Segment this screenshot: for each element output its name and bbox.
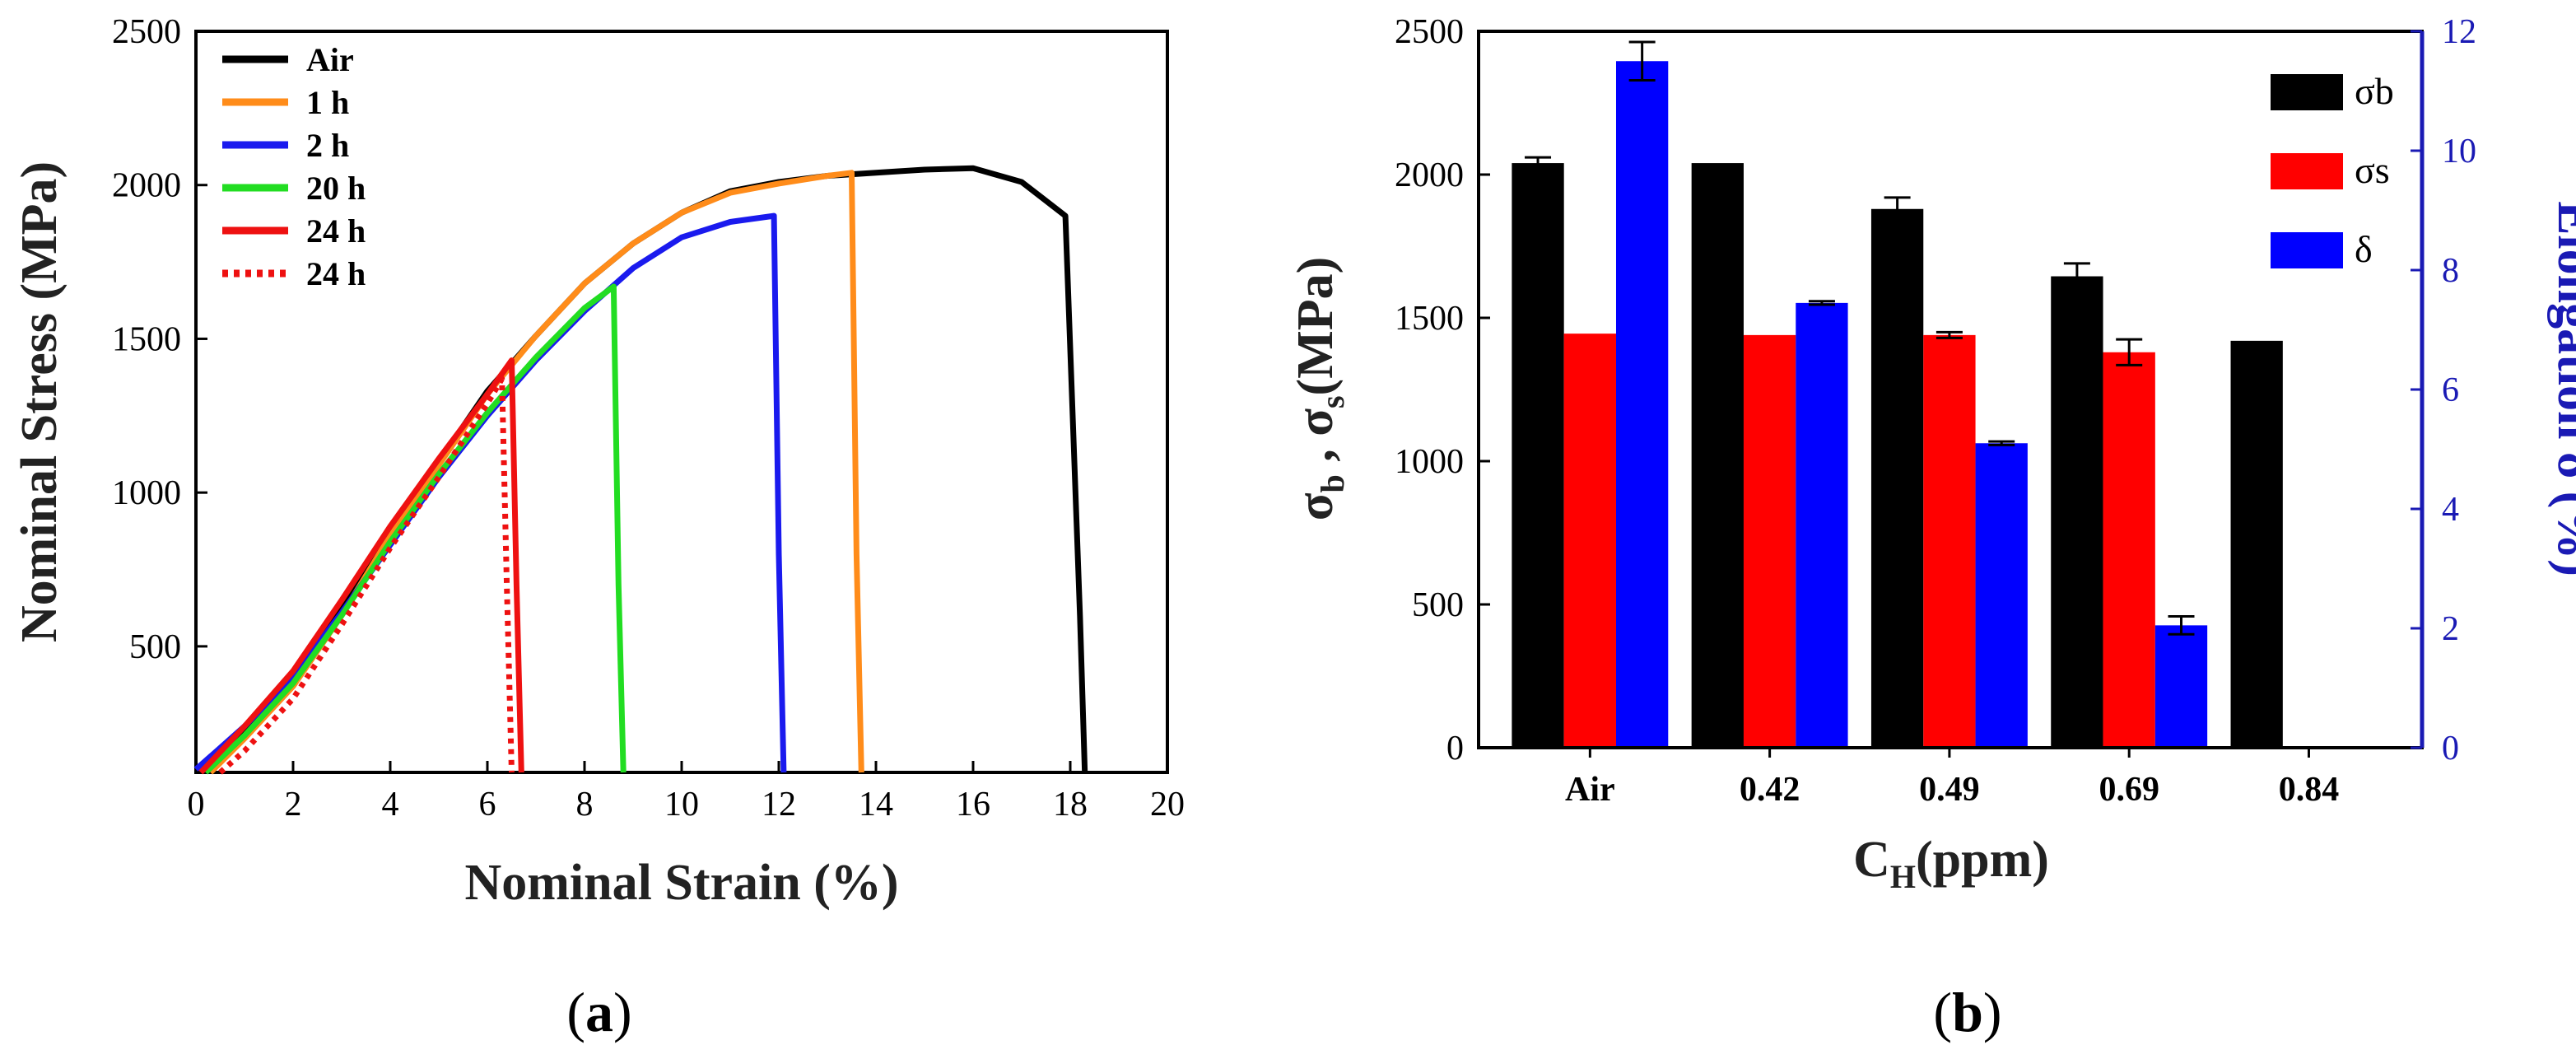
panel-b-bar <box>2230 340 2283 748</box>
panel-a-legend-label: 2 h <box>306 127 349 164</box>
panel-b-label-open: ( <box>1933 981 1952 1043</box>
panel-a-y-tick-label: 500 <box>129 628 181 666</box>
panel-a-x-tick-label: 12 <box>762 786 796 823</box>
panel-b-bar <box>1691 163 1744 748</box>
panel-a-label: (a) <box>566 981 631 1043</box>
panel-a-x-tick-label: 8 <box>576 786 594 823</box>
panel-a-legend-label: Air <box>306 41 354 78</box>
panel-b-legend-swatch <box>2271 232 2343 268</box>
panel-b-category-label: 0.69 <box>2099 771 2159 809</box>
panel-b-left-tick-label: 0 <box>1446 730 1464 767</box>
panel-a-y-tick-label: 1500 <box>112 320 181 358</box>
panel-b-label-close: ) <box>1983 981 2002 1043</box>
panel-b-y-label-sub-b: b <box>1314 474 1351 492</box>
panel-b-left-tick-label: 500 <box>1412 586 1464 624</box>
panel-a-legend-label: 24 h <box>306 255 366 292</box>
panel-b-bar <box>1870 208 1924 748</box>
panel-a-x-ticks: 0 2 4 6 8 10 12 14 16 18 20 <box>188 761 1185 823</box>
panel-b-right-tick-label: 10 <box>2442 133 2476 170</box>
panel-b-category-label: 0.49 <box>1919 771 1980 809</box>
panel-a-series-line-4 <box>198 357 524 775</box>
panel-b-category-label: 0.84 <box>2279 771 2340 809</box>
panel-b-y-label-sigma-b: σ <box>1288 492 1344 520</box>
panel-a-series <box>193 165 1088 775</box>
panel-b-bar <box>2154 625 2208 748</box>
panel-a-label-close: ) <box>613 981 632 1043</box>
panel-b-y-label-mid: , σ <box>1288 408 1344 475</box>
panel-a-label-letter: a <box>585 981 613 1043</box>
panel-a-y-tick-label: 2500 <box>112 13 181 51</box>
panel-b-legend: σb σs δ <box>2271 70 2394 270</box>
panel-a-series-line-5 <box>218 376 515 775</box>
panel-b-bar <box>1796 302 1848 748</box>
panel-b-category-label: 0.42 <box>1740 771 1800 809</box>
panel-b-bar <box>1615 61 1669 748</box>
panel-b-bar <box>1563 334 1616 748</box>
panel-b-legend-label: σs <box>2355 149 2390 191</box>
panel-a-x-tick-label: 10 <box>664 786 699 823</box>
panel-a-legend-label: 24 h <box>306 212 366 250</box>
panel-a-x-tick-label: 6 <box>479 786 496 823</box>
panel-a-x-tick-label: 4 <box>382 786 399 823</box>
panel-a-x-tick-label: 0 <box>188 786 205 823</box>
panel-b-bar <box>1923 334 1976 748</box>
panel-a-x-tick-label: 2 <box>285 786 302 823</box>
panel-b-right-ticks: 0 2 4 6 8 10 12 <box>2411 13 2476 767</box>
panel-a-legend-label: 1 h <box>306 84 349 121</box>
panel-b-right-tick-label: 12 <box>2442 13 2476 51</box>
panel-a-legend-label: 20 h <box>306 170 366 207</box>
panel-b-y-label-rest: (MPa) <box>1288 257 1344 396</box>
panel-b-bar <box>1512 163 1564 748</box>
panel-b-right-tick-label: 6 <box>2442 371 2459 409</box>
panel-b-bars <box>1512 40 2283 748</box>
panel-b-bar <box>2051 276 2103 748</box>
panel-b-y2-axis-label: Elongation δ (%) <box>2547 201 2576 576</box>
panel-a-x-tick-label: 14 <box>859 786 893 823</box>
panel-b-right-tick-label: 8 <box>2442 252 2459 290</box>
panel-b-y-axis-label: σb , σs(MPa) <box>1288 257 1351 520</box>
panel-b-x-axis-label: CH(ppm) <box>1853 832 2049 895</box>
panel-b-bar <box>2103 352 2155 748</box>
panel-b-left-tick-label: 2000 <box>1395 156 1464 194</box>
panel-b-legend-label: σb <box>2355 70 2394 112</box>
panel-b-label: (b) <box>1933 981 2001 1043</box>
panel-a-label-open: ( <box>566 981 585 1043</box>
panel-b-bar <box>1743 334 1796 748</box>
panel-a-line-chart: 0 2 4 6 8 10 12 14 16 18 20 500 1000 1500 2000 2500 Ai… <box>12 13 1185 1043</box>
panel-b-left-tick-label: 1000 <box>1395 443 1464 481</box>
panel-a-x-tick-label: 16 <box>956 786 990 823</box>
panel-b-legend-label: δ <box>2355 228 2373 270</box>
panel-a-x-tick-label: 18 <box>1053 786 1088 823</box>
panel-b-bar <box>1975 443 2028 748</box>
panel-b-legend-swatch <box>2271 153 2343 189</box>
panel-b-y-label-sub-s: s <box>1314 395 1351 408</box>
panel-b-right-tick-label: 2 <box>2442 610 2459 648</box>
panel-b-x-label-rest: (ppm) <box>1916 832 2049 888</box>
panel-b-left-ticks: 0 500 1000 1500 2000 2500 <box>1395 13 1490 767</box>
panel-b-label-letter: b <box>1952 981 1983 1043</box>
panel-b-left-tick-label: 1500 <box>1395 300 1464 338</box>
panel-a-y-tick-label: 2000 <box>112 167 181 205</box>
panel-a-x-axis-label: Nominal Strain (%) <box>465 855 899 911</box>
panel-b-left-tick-label: 2500 <box>1395 13 1464 51</box>
panel-b-x-label-sub: H <box>1890 858 1916 895</box>
panel-a-y-tick-label: 1000 <box>112 474 181 512</box>
panel-b-right-tick-label: 4 <box>2442 491 2459 529</box>
panel-b-legend-swatch <box>2271 74 2343 110</box>
panel-a-x-tick-label: 20 <box>1150 786 1185 823</box>
panel-a-y-axis-label: Nominal Stress (MPa) <box>12 161 68 642</box>
panel-b-right-tick-label: 0 <box>2442 730 2459 767</box>
panel-b-category-ticks: Air 0.42 0.49 0.69 0.84 <box>1565 748 2339 809</box>
panel-b-bar-chart: 0 500 1000 1500 2000 2500 0 2 4 6 8 10 12 Air 0.42 0.… <box>1288 13 2576 1043</box>
panel-a-y-ticks: 500 1000 1500 2000 2500 <box>112 13 207 666</box>
panel-b-x-label-main: C <box>1853 832 1890 888</box>
panel-b-category-label: Air <box>1565 771 1615 809</box>
panel-a-legend: Air 1 h 2 h 20 h 24 h 24 h <box>222 41 366 292</box>
